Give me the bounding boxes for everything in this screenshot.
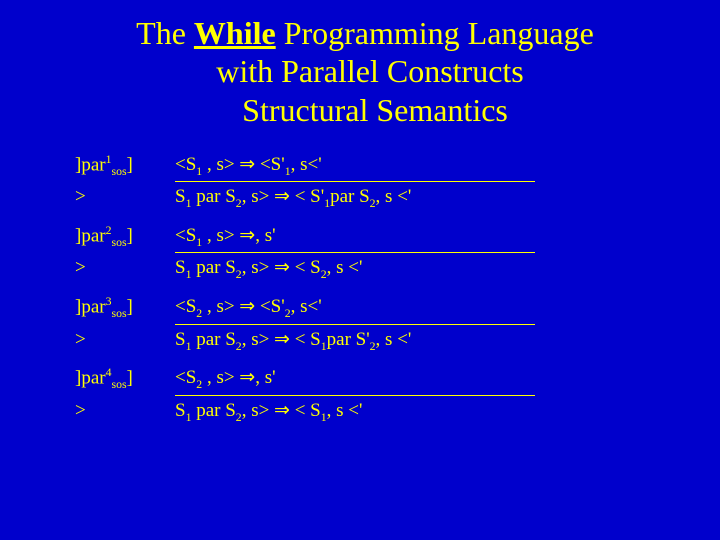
premise-expr: <S1 , s> ⇒, s' [175,222,276,251]
premise-expr: <S1 , s> ⇒ <S'1, s<' [175,151,322,180]
conclusion-gt: > [75,326,175,355]
t: , s<' [291,154,322,175]
t: , s> ⇒ < S [242,257,321,278]
t: , s> ⇒ <S' [202,296,285,317]
rule-par2: ]par2sos] <S1 , s> ⇒, s' > S1 par S2, s>… [75,222,645,283]
title-line-3: Structural Semantics [45,91,675,129]
premise-expr: <S2 , s> ⇒ <S'2, s<' [175,293,322,322]
rule-conclusion: > S1 par S2, s> ⇒ < S2, s <' [75,254,645,283]
sup: 4 [106,366,112,379]
t: par S' [327,329,370,350]
conclusion-expr: S1 par S2, s> ⇒ < S1, s <' [175,397,362,426]
conclusion-gt: > [75,254,175,283]
rule-label: ]par1sos] [75,151,175,180]
title-text: The [136,15,194,51]
rule-divider [175,252,535,253]
t: , s <' [327,257,363,278]
rule-premise: ]par3sos] <S2 , s> ⇒ <S'2, s<' [75,293,645,322]
title-line-1: The While Programming Language [45,14,675,52]
t: , s> ⇒ < S [242,400,321,421]
rule-premise: ]par1sos] <S1 , s> ⇒ <S'1, s<' [75,151,645,180]
conclusion-gt: > [75,397,175,426]
rule-conclusion: > S1 par S2, s> ⇒ < S'1par S2, s <' [75,183,645,212]
rule-par3: ]par3sos] <S2 , s> ⇒ <S'2, s<' > S1 par … [75,293,645,354]
t: ] [127,155,133,176]
rule-label: ]par4sos] [75,364,175,393]
rule-conclusion: > S1 par S2, s> ⇒ < S1par S'2, s <' [75,326,645,355]
t: ] [127,368,133,389]
t: par S [191,257,235,278]
t: <S [175,154,196,175]
sub: sos [111,307,126,320]
sub: sos [111,165,126,178]
conclusion-expr: S1 par S2, s> ⇒ < S'1par S2, s <' [175,183,411,212]
rule-par4: ]par4sos] <S2 , s> ⇒, s' > S1 par S2, s>… [75,364,645,425]
t: ]par [75,368,106,389]
t: ]par [75,155,106,176]
title-bold-word: While [194,15,276,51]
t: , s <' [376,329,412,350]
t: S [175,400,186,421]
title-text: Programming Language [276,15,594,51]
t: , s <' [327,400,363,421]
t: , s> ⇒ <S' [202,154,285,175]
t: ] [127,297,133,318]
t: S [175,257,186,278]
t: <S [175,296,196,317]
t: , s <' [376,186,412,207]
rule-label: ]par3sos] [75,293,175,322]
rule-divider [175,181,535,182]
t: par S [191,400,235,421]
t: S [175,186,186,207]
rules-content: ]par1sos] <S1 , s> ⇒ <S'1, s<' > S1 par … [45,151,675,425]
t: <S [175,225,196,246]
t: ]par [75,226,106,247]
slide: The While Programming Language with Para… [0,0,720,425]
conclusion-expr: S1 par S2, s> ⇒ < S1par S'2, s <' [175,326,411,355]
t: ]par [75,297,106,318]
t: <S [175,367,196,388]
rule-divider [175,395,535,396]
t: , s<' [291,296,322,317]
premise-expr: <S2 , s> ⇒, s' [175,364,276,393]
t: ] [127,226,133,247]
t: , s> ⇒ < S [242,329,321,350]
rule-par1: ]par1sos] <S1 , s> ⇒ <S'1, s<' > S1 par … [75,151,645,212]
t: , s> ⇒, s' [202,367,275,388]
t: par S [191,186,235,207]
title-line-2: with Parallel Constructs [45,52,675,90]
rule-divider [175,324,535,325]
rule-premise: ]par2sos] <S1 , s> ⇒, s' [75,222,645,251]
t: par S [191,329,235,350]
sub: sos [111,236,126,249]
rule-conclusion: > S1 par S2, s> ⇒ < S1, s <' [75,397,645,426]
rule-premise: ]par4sos] <S2 , s> ⇒, s' [75,364,645,393]
sub: sos [111,379,126,392]
t: , s> ⇒, s' [202,225,275,246]
conclusion-expr: S1 par S2, s> ⇒ < S2, s <' [175,254,362,283]
rule-label: ]par2sos] [75,222,175,251]
conclusion-gt: > [75,183,175,212]
t: S [175,329,186,350]
t: par S [330,186,370,207]
slide-title: The While Programming Language with Para… [45,14,675,129]
t: , s> ⇒ < S' [242,186,325,207]
